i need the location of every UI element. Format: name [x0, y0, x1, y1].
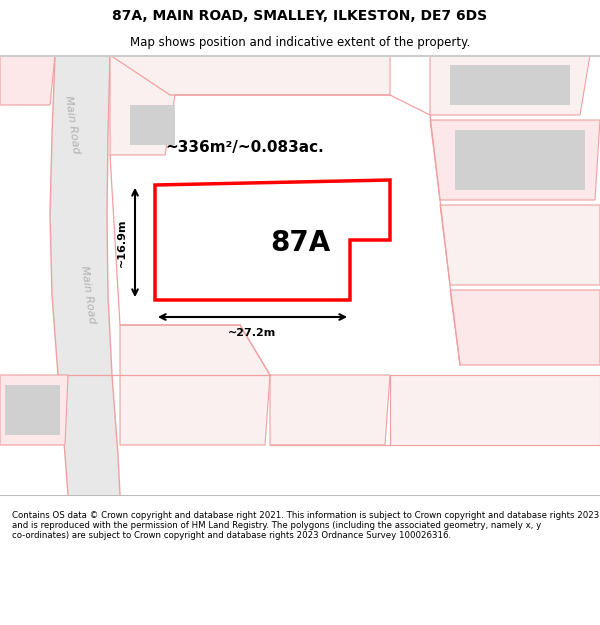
Polygon shape [0, 55, 55, 105]
Polygon shape [450, 290, 600, 365]
Polygon shape [5, 385, 60, 435]
Polygon shape [155, 180, 390, 300]
Text: ~27.2m: ~27.2m [228, 328, 276, 338]
Polygon shape [110, 55, 390, 155]
Polygon shape [450, 65, 570, 105]
Polygon shape [165, 190, 260, 295]
Polygon shape [130, 105, 175, 145]
Polygon shape [455, 130, 585, 190]
Polygon shape [430, 120, 600, 200]
Text: Main Road: Main Road [63, 95, 81, 155]
Polygon shape [270, 375, 390, 445]
Text: 87A: 87A [270, 229, 330, 257]
Polygon shape [430, 55, 590, 115]
Text: 87A, MAIN ROAD, SMALLEY, ILKESTON, DE7 6DS: 87A, MAIN ROAD, SMALLEY, ILKESTON, DE7 6… [112, 9, 488, 24]
Polygon shape [50, 55, 120, 495]
Text: Contains OS data © Crown copyright and database right 2021. This information is : Contains OS data © Crown copyright and d… [12, 511, 599, 541]
Text: ~16.9m: ~16.9m [117, 219, 127, 268]
Polygon shape [120, 325, 270, 445]
Polygon shape [0, 375, 68, 445]
Text: ~336m²/~0.083ac.: ~336m²/~0.083ac. [165, 140, 324, 155]
Polygon shape [440, 205, 600, 285]
Text: Main Road: Main Road [79, 265, 97, 325]
Polygon shape [390, 375, 600, 445]
Text: Map shows position and indicative extent of the property.: Map shows position and indicative extent… [130, 36, 470, 49]
